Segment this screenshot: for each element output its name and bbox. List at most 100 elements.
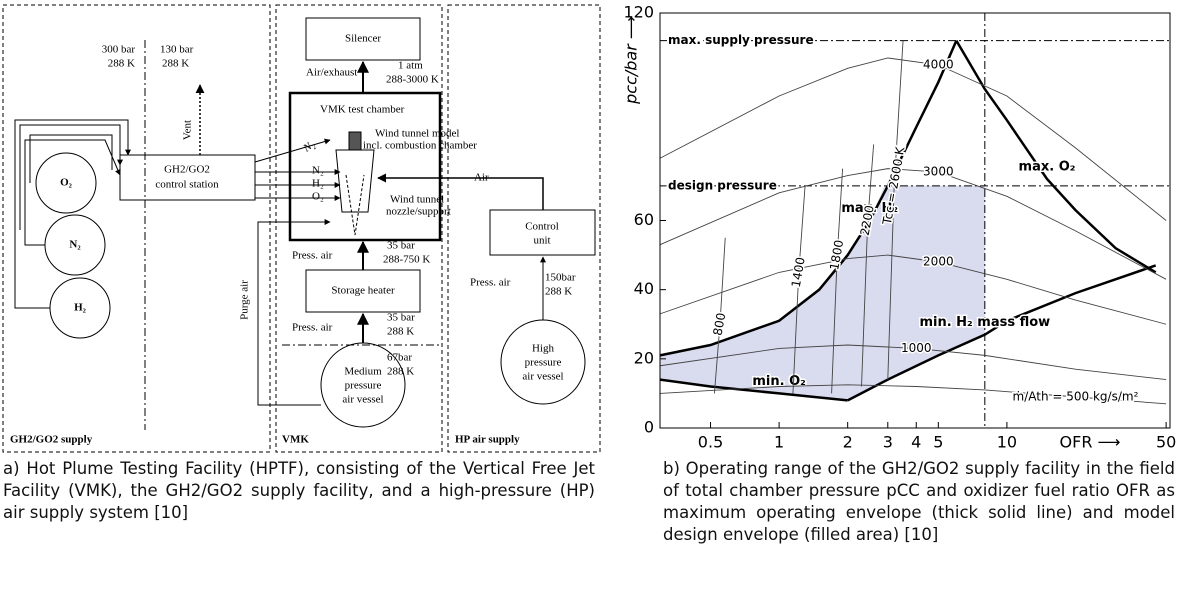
curve-label: 4000 (923, 57, 954, 71)
diagram-label: H₂ (312, 178, 324, 190)
diagram-label: Air (474, 172, 489, 184)
y-tick-label: 20 (634, 348, 654, 367)
diagram-label: N₂ (312, 165, 324, 177)
reference-label: max. supply pressure (668, 33, 814, 47)
x-tick-label: 4 (911, 433, 921, 452)
x-tick-label: 2 (843, 433, 853, 452)
section (447, 4, 601, 453)
diagram-label: Press. air (292, 322, 333, 334)
pipe (24, 139, 121, 246)
diagram-label: GH2/GO2 (164, 164, 210, 176)
diagram-label: HP air supply (455, 434, 520, 446)
diagram-label: 288 K (108, 58, 135, 70)
diagram-label: incl. combustion chamber (363, 140, 477, 152)
box (305, 17, 421, 61)
box (119, 154, 256, 201)
diagram-label: N₂ (300, 138, 317, 155)
diagram-label: 288 K (545, 286, 572, 298)
pipe (29, 134, 113, 183)
diagram-label: H₂ (74, 302, 87, 314)
diagram-label: air vessel (522, 371, 563, 383)
y-tick-label: 120 (623, 3, 654, 22)
diagram-label: 288-3000 K (386, 74, 439, 86)
diagram-label: O₂ (312, 191, 324, 203)
diagram-label: control station (155, 179, 219, 191)
curve-label: 1000 (901, 341, 932, 355)
y-tick-label: 0 (644, 418, 654, 437)
diagram-label: 288-750 K (383, 254, 430, 266)
diagram-label: Vent (182, 120, 194, 140)
diagram-label: nozzle/support (386, 206, 451, 218)
x-tick-label: 50 (1156, 433, 1176, 452)
design-envelope (660, 185, 985, 401)
curve-label: max. H₂ (841, 201, 898, 216)
curve (831, 168, 844, 394)
diagram-label: GH2/GO2 supply (10, 434, 93, 446)
diagram-label: Storage heater (331, 285, 395, 297)
curve-label: ṁ/Ath = 500 kg/s/m² (1013, 389, 1139, 403)
curve (955, 40, 1157, 274)
chart: max. supply pressure design pressure max. … (622, 3, 1177, 452)
diagram-label: Wind tunnel model (375, 128, 460, 140)
diagram-label: Press. air (292, 250, 333, 262)
diagram-label: 150bar (545, 272, 576, 284)
curve-label: 800 (711, 312, 729, 337)
curve-label: 1400 (789, 256, 808, 289)
curve-label: 3000 (923, 165, 954, 179)
diagram-label: Medium (344, 366, 382, 378)
pipe (254, 138, 331, 163)
curve (659, 254, 1167, 325)
curve-label: 2200 (858, 204, 877, 237)
diagram-label: Wind tunnel (390, 194, 444, 206)
pipe (14, 119, 131, 309)
curve-label: 1800 (827, 239, 846, 272)
pipe (257, 219, 331, 406)
pipe (19, 124, 123, 230)
diagram-label: air vessel (342, 394, 383, 406)
curve (659, 40, 958, 357)
curve (861, 144, 875, 387)
diagram-label: VMK test chamber (320, 104, 405, 116)
diagram-label: Press. air (470, 277, 511, 289)
nozzle (345, 174, 365, 236)
curve (792, 185, 806, 394)
diagram-label: High (532, 343, 555, 355)
diagram-label: 130 bar (160, 44, 194, 56)
diagram-label: 35 bar (387, 240, 415, 252)
x-tick-label: 1 (774, 433, 784, 452)
diagram-label: 288 K (162, 58, 189, 70)
reference-label: design pressure (668, 178, 777, 192)
curve (659, 57, 1167, 221)
x-tick-label: 5 (933, 433, 943, 452)
diagram-label: unit (533, 235, 550, 247)
y-axis-label: pcc/bar ⟶ (622, 16, 641, 105)
y-tick-label: 40 (634, 279, 654, 298)
x-tick-label: 10 (997, 433, 1017, 452)
curve-label: max. O₂ (1019, 160, 1076, 175)
curve (887, 40, 904, 380)
curve (659, 168, 1167, 280)
chamber (288, 91, 442, 242)
model (348, 131, 362, 151)
pipe (377, 173, 544, 210)
caption: b) Operating range of the GH2/GO2 supply… (663, 459, 1175, 544)
x-axis-label: OFR ⟶ (1060, 433, 1121, 452)
x-tick-label: 3 (883, 433, 893, 452)
curve (659, 344, 1167, 381)
curve-label: min. H₂ mass flow (919, 315, 1050, 330)
section (2, 4, 271, 453)
diagram-label: Air/exhaust (306, 67, 357, 79)
diagram-label: N₂ (69, 239, 81, 251)
diagram-label: Silencer (345, 33, 381, 45)
diagram-label: 67bar (387, 352, 412, 364)
diagram-label: pressure (345, 380, 382, 392)
diagram-label: O₂ (60, 177, 73, 189)
diagram-label: 35 bar (387, 312, 415, 324)
model (335, 149, 375, 213)
curve-label: 2000 (923, 255, 954, 269)
diagram-label: 288 K (387, 326, 414, 338)
curve (659, 378, 848, 402)
